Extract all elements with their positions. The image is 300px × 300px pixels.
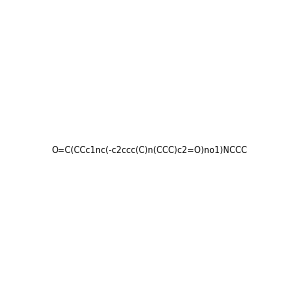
Text: O=C(CCc1nc(-c2ccc(C)n(CCC)c2=O)no1)NCCC: O=C(CCc1nc(-c2ccc(C)n(CCC)c2=O)no1)NCCC xyxy=(52,146,248,154)
